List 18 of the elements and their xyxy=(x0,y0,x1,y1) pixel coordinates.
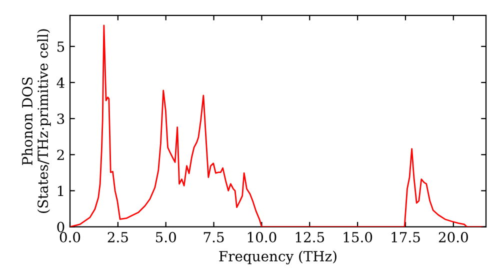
x-tick-label: 12.5 xyxy=(296,232,324,242)
x-tick-label: 20.0 xyxy=(438,232,468,242)
x-tick-label: 15.0 xyxy=(344,232,372,242)
x-tick-label: 2.5 xyxy=(108,232,128,242)
y-axis-title: Phonon DOS (States/THz·primitive cell) xyxy=(22,29,51,213)
y-tick-label: 5 xyxy=(57,42,64,52)
y-tick-label: 2 xyxy=(57,150,64,160)
x-tick-label: 7.5 xyxy=(204,232,224,242)
y-tick-label: 0 xyxy=(57,222,64,232)
y-tick-label: 4 xyxy=(56,77,64,88)
x-tick-label: 17.5 xyxy=(392,232,420,242)
line-series xyxy=(70,24,483,227)
y-tick-label: 3 xyxy=(57,114,64,124)
x-axis-title: Frequency (THz) xyxy=(219,250,336,264)
y-tick-label: 1 xyxy=(58,186,64,196)
x-tick-label: 5.0 xyxy=(156,232,176,242)
x-tick-label: 10.0 xyxy=(248,232,276,242)
x-tick-label: 0.0 xyxy=(60,232,80,242)
